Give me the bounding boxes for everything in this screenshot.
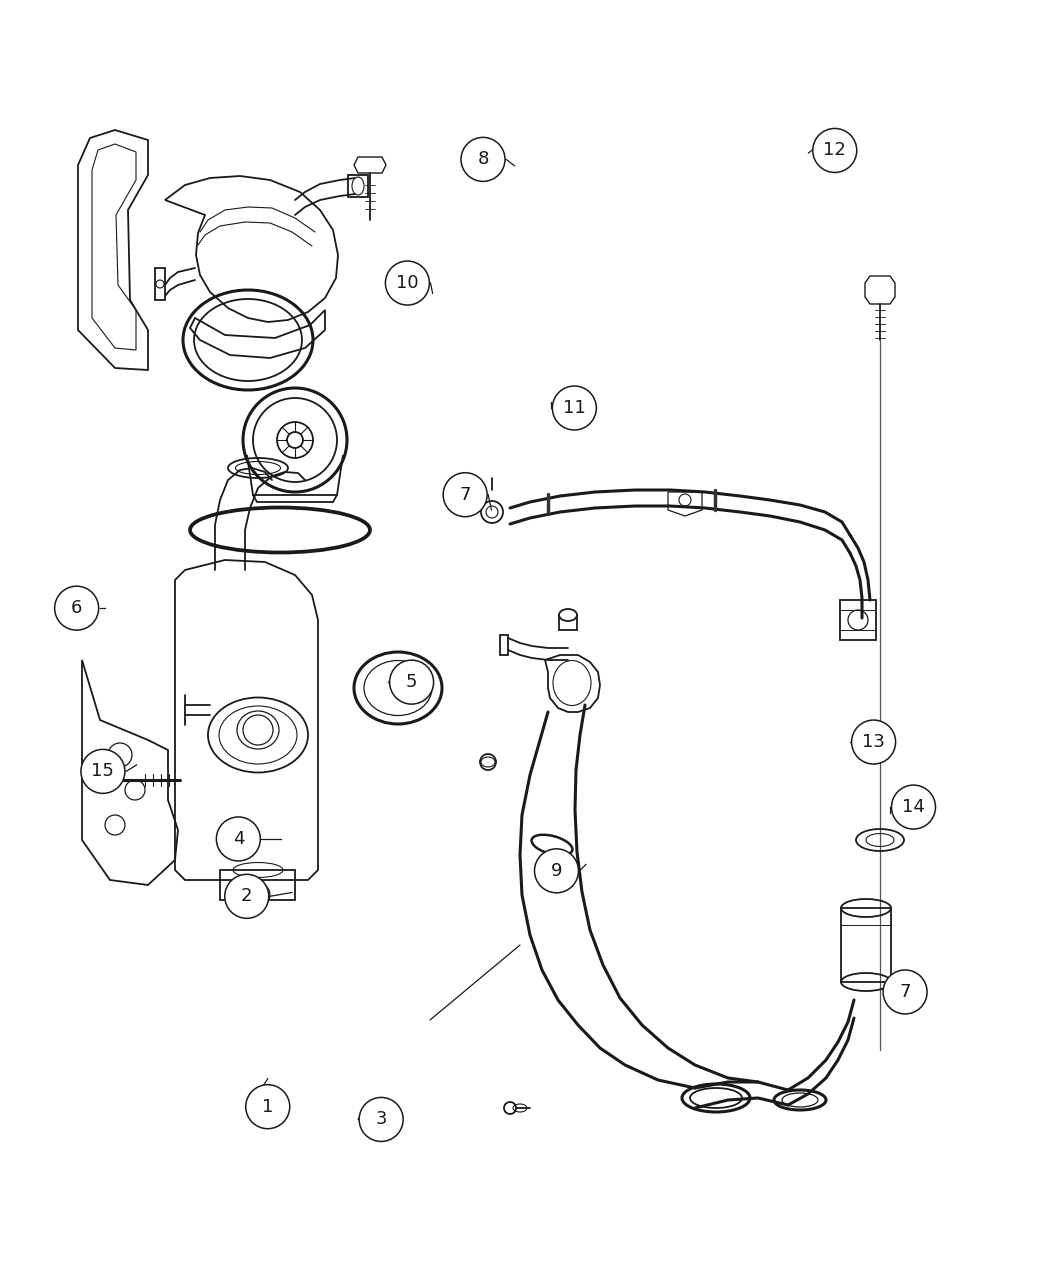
Text: 3: 3 — [376, 1111, 386, 1128]
Circle shape — [225, 875, 269, 918]
Circle shape — [55, 586, 99, 630]
Text: 4: 4 — [233, 830, 244, 848]
Text: 10: 10 — [396, 274, 419, 292]
Circle shape — [461, 138, 505, 181]
Circle shape — [216, 817, 260, 861]
Circle shape — [246, 1085, 290, 1128]
Circle shape — [443, 473, 487, 516]
Text: 8: 8 — [478, 150, 488, 168]
Text: 6: 6 — [71, 599, 82, 617]
Text: 11: 11 — [563, 399, 586, 417]
Circle shape — [552, 386, 596, 430]
Circle shape — [390, 660, 434, 704]
Text: 5: 5 — [406, 673, 417, 691]
Circle shape — [883, 970, 927, 1014]
Circle shape — [534, 849, 579, 892]
Text: 14: 14 — [902, 798, 925, 816]
Text: 13: 13 — [862, 733, 885, 751]
Text: 2: 2 — [242, 887, 252, 905]
Text: 7: 7 — [900, 983, 910, 1001]
Circle shape — [852, 720, 896, 764]
Circle shape — [891, 785, 936, 829]
Circle shape — [813, 129, 857, 172]
Text: 7: 7 — [460, 486, 470, 504]
Text: 1: 1 — [262, 1098, 273, 1116]
Text: 12: 12 — [823, 142, 846, 159]
Text: 9: 9 — [551, 862, 562, 880]
Circle shape — [81, 750, 125, 793]
Circle shape — [359, 1098, 403, 1141]
Text: 15: 15 — [91, 762, 114, 780]
Circle shape — [385, 261, 429, 305]
